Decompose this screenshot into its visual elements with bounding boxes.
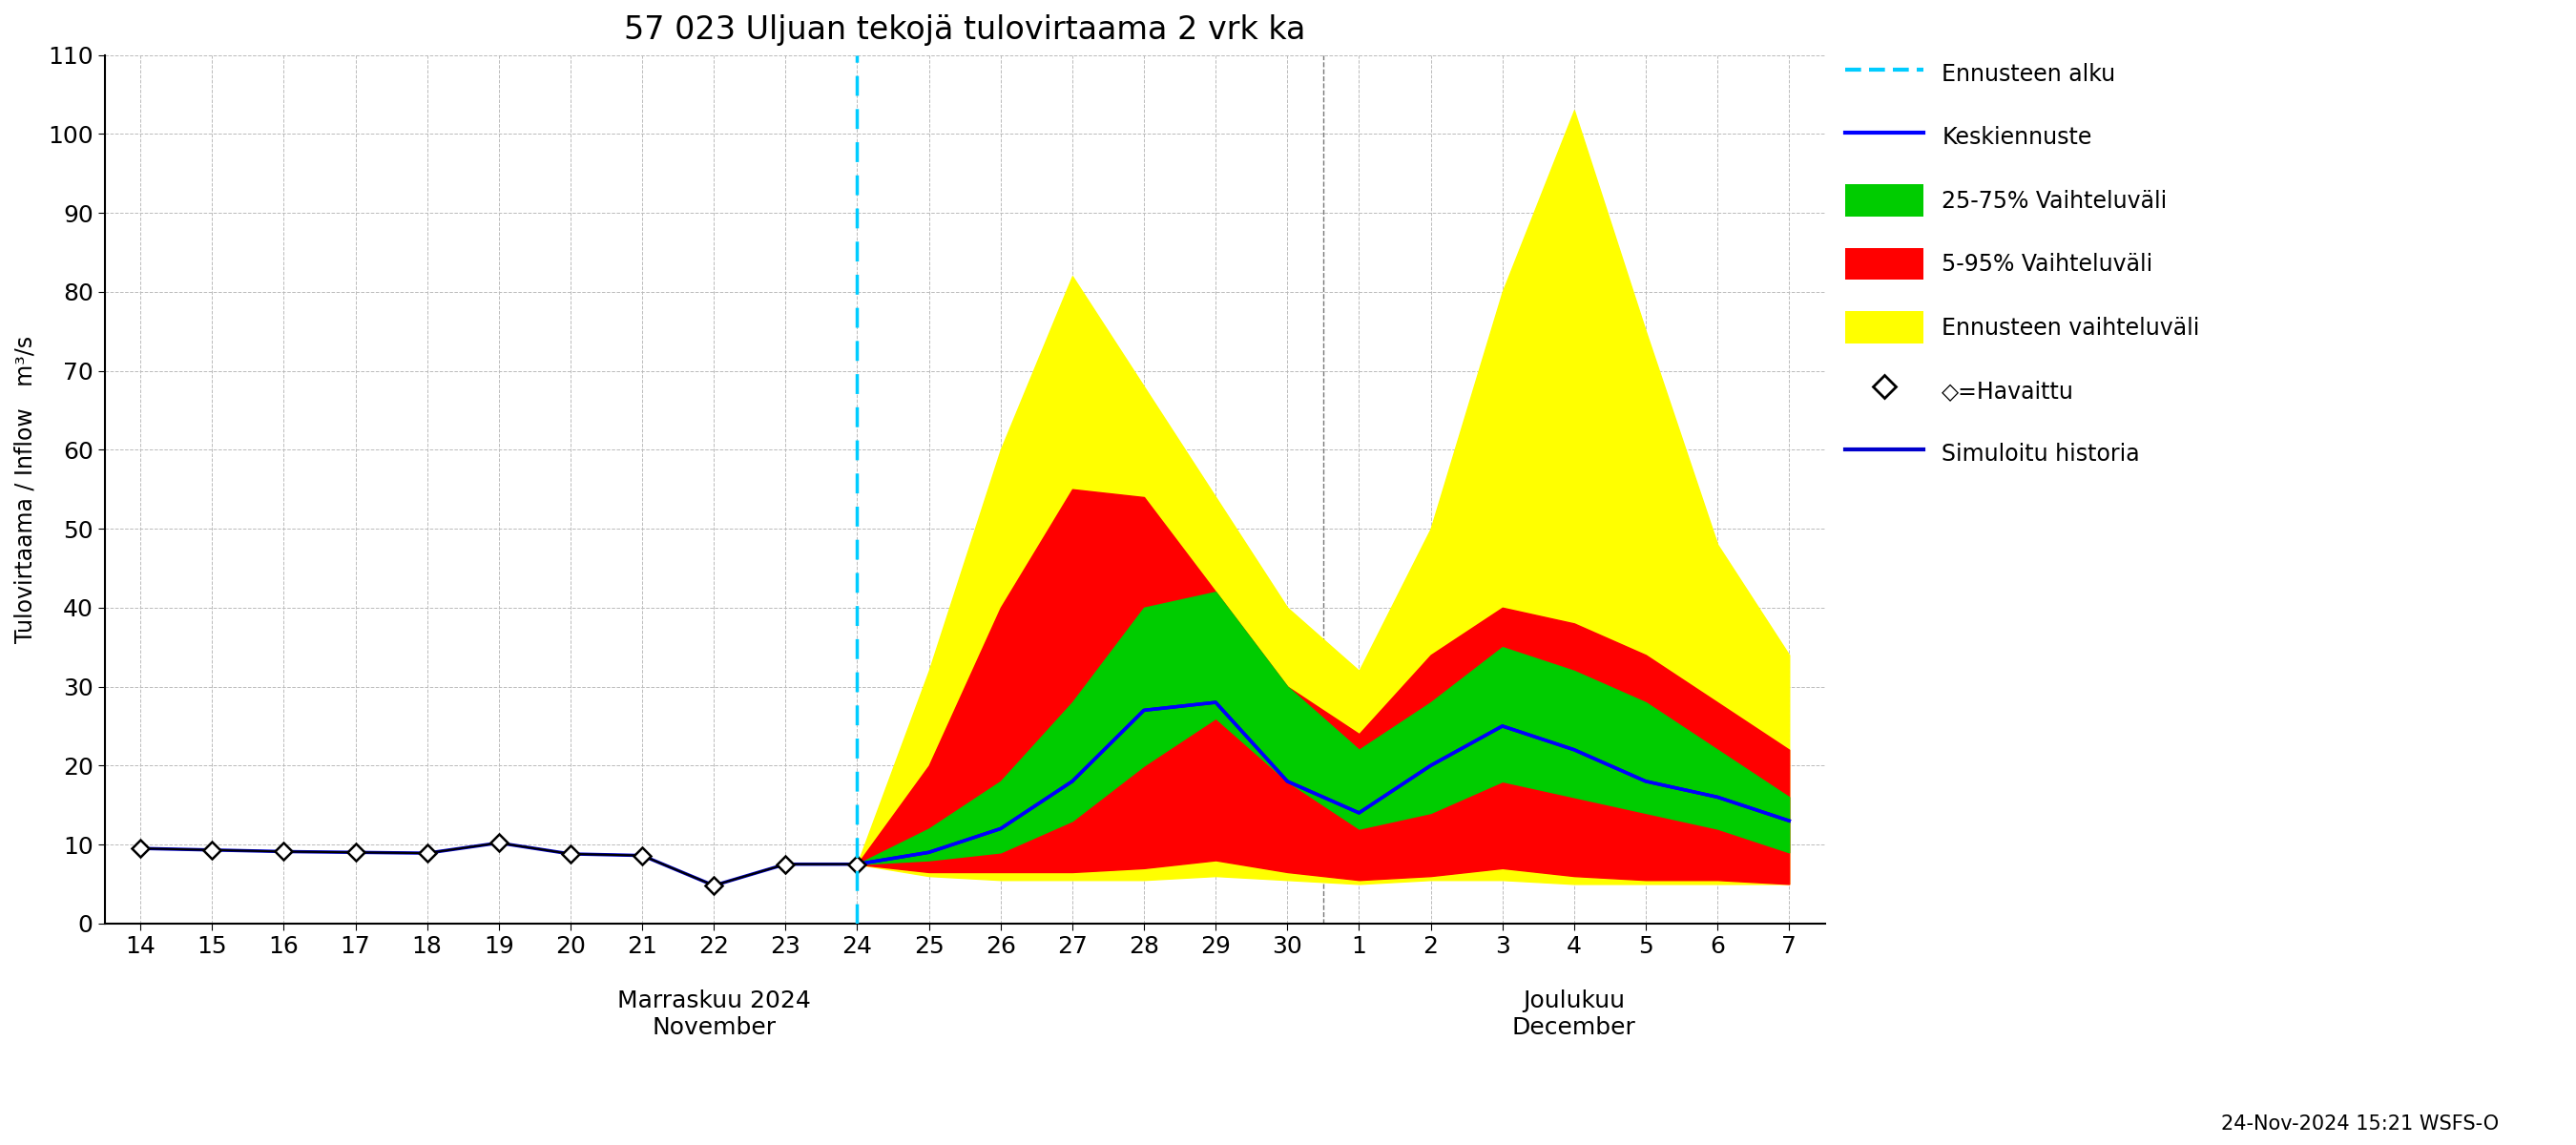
Text: Marraskuu 2024
November: Marraskuu 2024 November — [618, 989, 811, 1040]
Text: Joulukuu
December: Joulukuu December — [1512, 989, 1636, 1040]
Legend: Ennusteen alku, Keskiennuste, 25-75% Vaihteluväli, 5-95% Vaihteluväli, Ennusteen: Ennusteen alku, Keskiennuste, 25-75% Vai… — [1844, 57, 2200, 469]
Title: 57 023 Uljuan tekojä tulovirtaama 2 vrk ka: 57 023 Uljuan tekojä tulovirtaama 2 vrk … — [623, 14, 1306, 46]
Text: 24-Nov-2024 15:21 WSFS-O: 24-Nov-2024 15:21 WSFS-O — [2221, 1114, 2499, 1134]
Y-axis label: Tulovirtaama / Inflow   m³/s: Tulovirtaama / Inflow m³/s — [15, 335, 36, 642]
